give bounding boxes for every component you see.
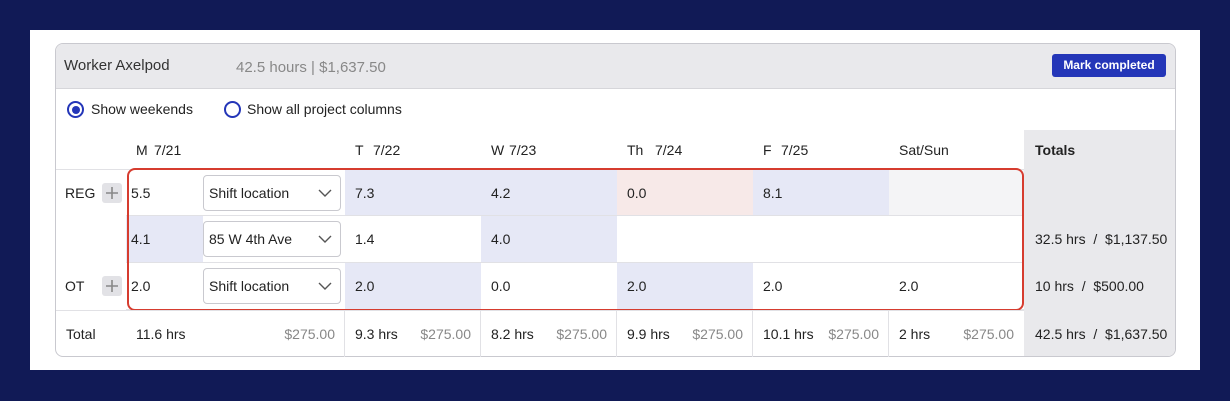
total-amount: $275.00 bbox=[420, 326, 471, 342]
cell-bg bbox=[126, 263, 203, 310]
plus-icon bbox=[106, 280, 118, 292]
cell-bg bbox=[889, 216, 1024, 263]
cell-value[interactable]: 7.3 bbox=[355, 185, 375, 201]
cell-bg bbox=[345, 170, 481, 216]
selection-outline bbox=[127, 168, 1024, 311]
add-button[interactable] bbox=[102, 183, 122, 203]
total-rule bbox=[56, 310, 1024, 311]
total-amount: $275.00 bbox=[963, 326, 1014, 342]
cell-bg bbox=[126, 170, 203, 216]
column-rule bbox=[344, 310, 345, 357]
cell-value[interactable]: 8.1 bbox=[763, 185, 783, 201]
column-date: 7/23 bbox=[509, 142, 537, 158]
cell-bg bbox=[617, 170, 753, 216]
cell-value[interactable]: 4.1 bbox=[131, 231, 151, 247]
cell-bg bbox=[753, 170, 889, 216]
column-date: 7/21 bbox=[154, 142, 182, 158]
cell-value[interactable]: 4.0 bbox=[491, 231, 511, 247]
worker-summary: 42.5 hours | $1,637.50 bbox=[236, 59, 386, 76]
row-rule bbox=[126, 262, 1024, 263]
column-rule bbox=[752, 310, 753, 357]
column-rule bbox=[616, 310, 617, 357]
column-day: F bbox=[763, 142, 772, 158]
cell-bg bbox=[481, 216, 617, 263]
cell-bg bbox=[617, 216, 753, 263]
row-rule bbox=[126, 215, 1024, 216]
row-total: 32.5 hrs / $1,137.50 bbox=[1035, 231, 1168, 247]
column-rule bbox=[480, 310, 481, 357]
grand-total: 42.5 hrs / $1,637.50 bbox=[1035, 326, 1168, 342]
row-total: 10 hrs / $500.00 bbox=[1035, 278, 1144, 294]
total-amount: $275.00 bbox=[692, 326, 743, 342]
column-day: Sat/Sun bbox=[899, 142, 949, 158]
total-amount: $275.00 bbox=[556, 326, 607, 342]
total-hours: 9.3 hrs bbox=[355, 326, 398, 342]
cell-value[interactable]: 4.2 bbox=[491, 185, 511, 201]
column-date: 7/25 bbox=[781, 142, 809, 158]
total-amount: $275.00 bbox=[284, 326, 335, 342]
cell-bg bbox=[889, 170, 1024, 216]
column-day: W bbox=[491, 142, 505, 158]
radio-selected[interactable] bbox=[67, 101, 84, 118]
cell-value[interactable]: 0.0 bbox=[491, 278, 511, 294]
card-header bbox=[56, 44, 1175, 89]
option-label[interactable]: Show weekends bbox=[91, 101, 193, 117]
cell-value[interactable]: 2.0 bbox=[131, 278, 151, 294]
cell-value[interactable]: 0.0 bbox=[627, 185, 647, 201]
column-day: M bbox=[136, 142, 148, 158]
chevron bbox=[318, 282, 332, 290]
cell-bg bbox=[345, 216, 481, 263]
column-date: 7/22 bbox=[373, 142, 401, 158]
location-select[interactable] bbox=[203, 268, 341, 304]
total-hours: 9.9 hrs bbox=[627, 326, 670, 342]
cell-bg bbox=[481, 263, 617, 310]
radio-unselected[interactable] bbox=[224, 101, 241, 118]
location-text[interactable]: Shift location bbox=[209, 185, 290, 201]
cell-value[interactable]: 1.4 bbox=[355, 231, 375, 247]
location-text[interactable]: 85 W 4th Ave bbox=[209, 231, 293, 247]
cell-bg bbox=[617, 263, 753, 310]
location-text[interactable]: Shift location bbox=[209, 278, 290, 294]
row-label: REG bbox=[65, 185, 96, 201]
mark-completed-button[interactable]: Mark completed bbox=[1052, 54, 1166, 77]
total-label: Total bbox=[66, 326, 96, 342]
add-button[interactable] bbox=[102, 276, 122, 296]
total-hours: 2 hrs bbox=[899, 326, 931, 342]
location-select[interactable] bbox=[203, 221, 341, 257]
worker-title: Worker Axelpod bbox=[64, 57, 170, 74]
total-hours: 10.1 hrs bbox=[763, 326, 814, 342]
column-rule bbox=[888, 310, 889, 357]
cell-value[interactable]: 2.0 bbox=[627, 278, 647, 294]
row-label: OT bbox=[65, 278, 85, 294]
cell-bg bbox=[126, 216, 203, 263]
plus-icon bbox=[106, 187, 118, 199]
chevron bbox=[318, 189, 332, 197]
cell-bg bbox=[889, 263, 1024, 310]
cell-value[interactable]: 2.0 bbox=[355, 278, 375, 294]
cell-bg bbox=[753, 263, 889, 310]
cell-bg bbox=[481, 170, 617, 216]
cell-value[interactable]: 5.5 bbox=[131, 185, 151, 201]
cell-bg bbox=[753, 216, 889, 263]
total-hours: 8.2 hrs bbox=[491, 326, 534, 342]
total-amount: $275.00 bbox=[828, 326, 879, 342]
totals-column bbox=[1024, 130, 1175, 356]
cell-value[interactable]: 2.0 bbox=[763, 278, 783, 294]
chevron bbox=[318, 235, 332, 243]
column-date: 7/24 bbox=[655, 142, 683, 158]
location-select[interactable] bbox=[203, 175, 341, 211]
column-day: Th bbox=[627, 142, 644, 158]
option-label[interactable]: Show all project columns bbox=[247, 101, 402, 117]
cell-value[interactable]: 2.0 bbox=[899, 278, 919, 294]
cell-bg bbox=[345, 263, 481, 310]
total-hours: 11.6 hrs bbox=[136, 326, 186, 342]
radio-dot bbox=[71, 105, 80, 114]
column-day: T bbox=[355, 142, 364, 158]
totals-header: Totals bbox=[1035, 142, 1076, 158]
